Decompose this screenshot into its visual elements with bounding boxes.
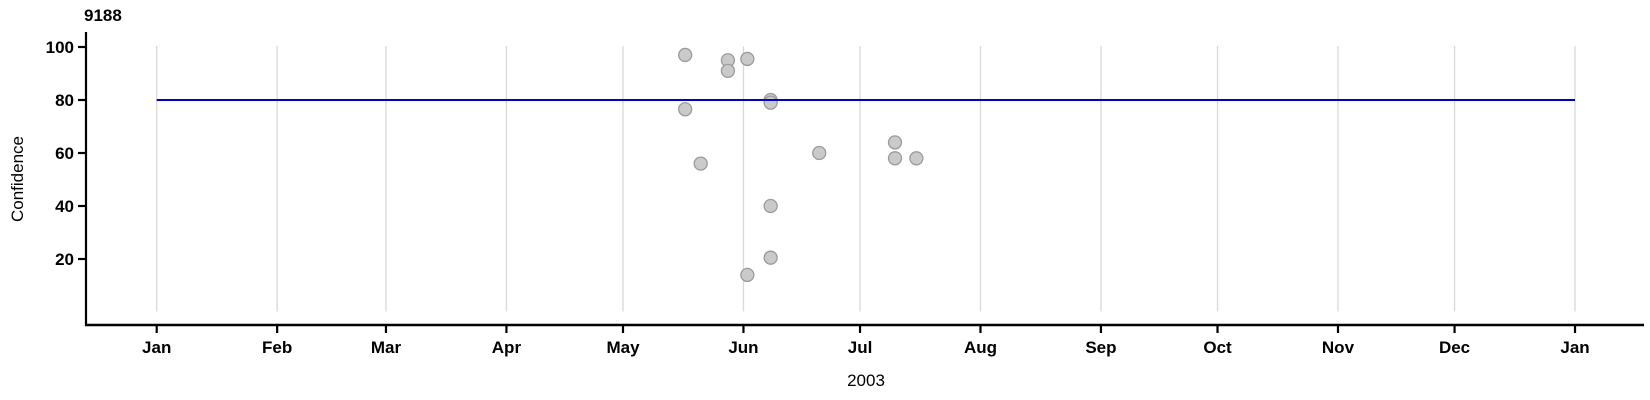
x-tick-label-month: Aug bbox=[964, 338, 997, 357]
x-tick-label-month: May bbox=[606, 338, 640, 357]
data-point bbox=[763, 250, 778, 265]
data-point bbox=[740, 267, 755, 283]
x-tick-label-month: Jul bbox=[848, 338, 873, 357]
x-tick-label-month: Feb bbox=[262, 338, 292, 357]
y-tick-label: 40 bbox=[55, 197, 74, 216]
y-tick-label: 20 bbox=[55, 250, 74, 269]
data-point bbox=[763, 95, 778, 110]
y-axis-label: Confidence bbox=[8, 136, 27, 222]
x-tick-label-month: Jan bbox=[1560, 338, 1589, 357]
x-tick-label-month: Mar bbox=[371, 338, 402, 357]
data-point bbox=[720, 63, 736, 78]
x-tick-label-month: Oct bbox=[1203, 338, 1232, 357]
data-point bbox=[763, 198, 778, 214]
x-tick-label-month: Jan bbox=[142, 338, 171, 357]
gridlines-layer bbox=[156, 46, 1576, 312]
data-point bbox=[887, 135, 903, 150]
data-point bbox=[678, 102, 693, 117]
data-point bbox=[678, 47, 693, 63]
x-axis-year-label: 2003 bbox=[847, 371, 885, 390]
chart-title: 9188 bbox=[84, 6, 122, 25]
y-tick-label: 80 bbox=[55, 91, 74, 110]
axes-layer bbox=[78, 32, 1644, 333]
x-tick-label-month: Dec bbox=[1439, 338, 1470, 357]
data-point bbox=[812, 145, 827, 161]
data-point bbox=[740, 51, 755, 67]
data-point bbox=[693, 156, 708, 171]
axis-labels-layer: 20 40 60 80 100 Jan Feb Mar Apr May Jun Jul Aug Sep Oc… bbox=[46, 38, 1590, 357]
y-tick-label: 60 bbox=[55, 144, 74, 163]
x-tick-label-month: Jun bbox=[728, 338, 758, 357]
y-tick-label: 100 bbox=[46, 38, 74, 57]
data-point bbox=[909, 151, 924, 166]
x-tick-label-month: Nov bbox=[1322, 338, 1355, 357]
points-layer bbox=[678, 47, 924, 283]
data-point bbox=[887, 151, 903, 166]
x-tick-label-month: Apr bbox=[492, 338, 522, 357]
x-tick-label-month: Sep bbox=[1085, 338, 1116, 357]
